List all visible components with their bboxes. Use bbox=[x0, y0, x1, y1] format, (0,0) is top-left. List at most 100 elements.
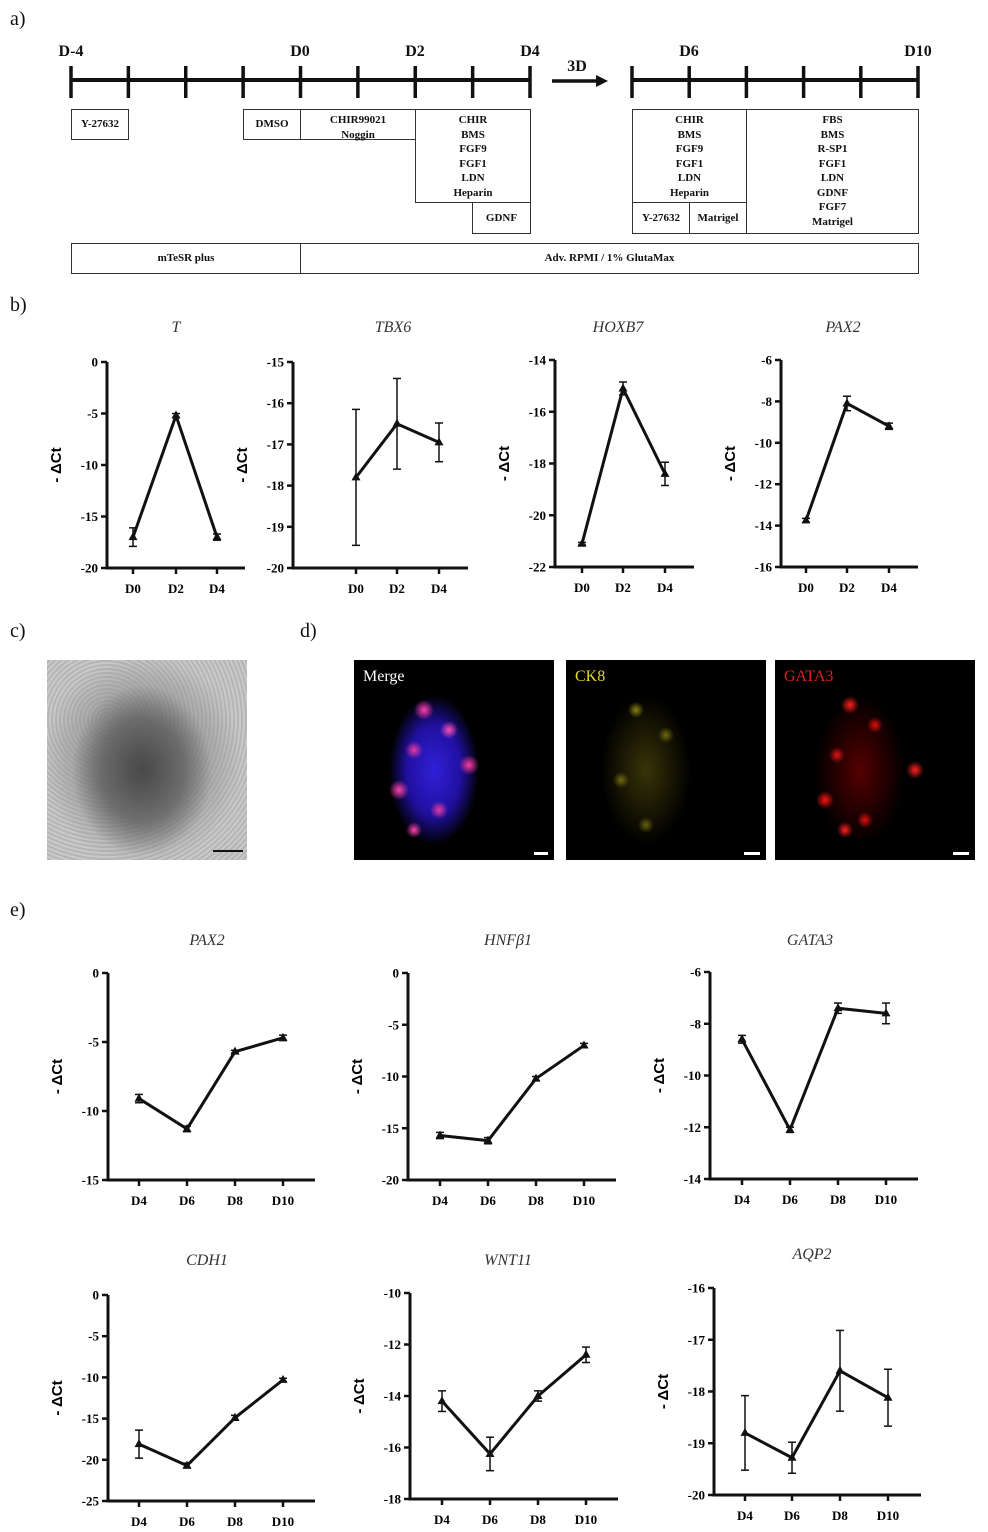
chart-title: PAX2 bbox=[824, 319, 860, 336]
panel-label-e: e) bbox=[10, 899, 26, 921]
x-tick-label: D4 bbox=[737, 1508, 753, 1523]
series-line bbox=[138, 1378, 284, 1468]
x-tick-label: D4 bbox=[431, 581, 447, 596]
y-tick-label: -15 bbox=[382, 1121, 400, 1136]
x-tick-label: D10 bbox=[272, 1193, 294, 1208]
reagent-label: Noggin bbox=[341, 128, 375, 141]
y-axis-label: - ΔCt bbox=[651, 1058, 668, 1093]
data-point bbox=[533, 1391, 543, 1399]
series-line bbox=[804, 401, 890, 521]
y-axis-label: - ΔCt bbox=[349, 1059, 366, 1094]
data-point bbox=[531, 1073, 541, 1082]
series-line bbox=[744, 1368, 889, 1460]
reagent-label: CHIR bbox=[675, 114, 704, 126]
chart-aqp2: AQP2 - ΔCt -16 -17 -18 -19 -20 D4 D6 D8 D10 bbox=[655, 1246, 921, 1523]
reagent-box-stage3: CHIR BMS FGF9 FGF1 LDN Heparin bbox=[632, 109, 747, 203]
x-tick-label: D2 bbox=[168, 581, 184, 596]
reagent-label: FBS bbox=[822, 114, 843, 126]
y-tick-label: -10 bbox=[755, 435, 772, 450]
x-tick-label: D6 bbox=[784, 1508, 800, 1523]
x-tick-label: D2 bbox=[839, 580, 855, 595]
data-point bbox=[392, 418, 402, 427]
chart-wnt11: WNT11 - ΔCt -10 -12 -14 -16 -18 D4 D6 D8 D10 bbox=[351, 1252, 618, 1527]
data-point bbox=[230, 1412, 240, 1421]
x-tick-label: D4 bbox=[734, 1192, 750, 1207]
data-point bbox=[230, 1046, 240, 1055]
y-tick-label: -16 bbox=[529, 404, 547, 419]
y-tick-label: 0 bbox=[93, 1288, 100, 1303]
reagent-label: Y-27632 bbox=[80, 118, 120, 131]
y-tick-label: -16 bbox=[384, 1440, 402, 1455]
panel-label-c: c) bbox=[10, 620, 26, 642]
arrow-head-icon bbox=[596, 75, 608, 87]
y-tick-label: -10 bbox=[82, 1104, 99, 1119]
data-point bbox=[485, 1448, 495, 1457]
y-tick-label: -25 bbox=[82, 1494, 100, 1509]
data-point bbox=[435, 1130, 445, 1139]
y-tick-label: -16 bbox=[267, 396, 285, 411]
x-tick-label: D6 bbox=[179, 1514, 195, 1529]
day-label-d4: D4 bbox=[520, 43, 540, 60]
y-tick-label: -10 bbox=[382, 1069, 399, 1084]
y-tick-label: -16 bbox=[688, 1281, 706, 1296]
x-tick-label: D0 bbox=[348, 581, 364, 596]
x-tick-label: D6 bbox=[782, 1192, 798, 1207]
reagent-label: LDN bbox=[677, 172, 702, 184]
chart-gata3: GATA3 - ΔCt -6 -8 -10 -12 -14 D4 D6 D8 D10 bbox=[651, 932, 918, 1207]
chart-hoxb7: HOXB7 - ΔCt -14 -16 -18 -20 -22 D0 D2 D4 bbox=[496, 319, 694, 595]
y-tick-label: -15 bbox=[82, 1411, 100, 1426]
y-tick-label: -20 bbox=[81, 561, 98, 576]
x-tick-label: D4 bbox=[657, 580, 673, 595]
data-point bbox=[737, 1034, 747, 1043]
timeline-axis bbox=[69, 66, 920, 98]
y-tick-label: -5 bbox=[88, 1035, 99, 1050]
reagent-label: BMS bbox=[461, 128, 485, 141]
series-line bbox=[131, 410, 219, 538]
reagent-box-matrigel: Matrigel bbox=[689, 202, 747, 234]
series-line bbox=[580, 384, 667, 545]
x-tick-label: D10 bbox=[272, 1514, 294, 1529]
reagent-label: Heparin bbox=[669, 186, 710, 199]
y-tick-label: -10 bbox=[384, 1286, 401, 1301]
data-point bbox=[787, 1452, 797, 1461]
reagent-label: BMS bbox=[820, 128, 845, 141]
data-point bbox=[577, 538, 587, 547]
data-point bbox=[212, 532, 222, 541]
data-point bbox=[134, 1093, 144, 1102]
reagent-box-stage2: CHIR BMS FGF9 FGF1 LDN Heparin bbox=[415, 109, 531, 203]
series-line bbox=[440, 1353, 587, 1457]
reagent-box-chir-noggin: CHIR99021 Noggin bbox=[300, 109, 416, 141]
data-point bbox=[579, 1040, 589, 1049]
y-axis-label: - ΔCt bbox=[722, 446, 739, 481]
x-tick-label: D4 bbox=[432, 1193, 448, 1208]
reagent-label: GDNF bbox=[816, 186, 849, 199]
data-point bbox=[884, 421, 894, 430]
data-point bbox=[134, 1439, 144, 1448]
data-point bbox=[833, 1003, 843, 1012]
day-label-d10: D10 bbox=[904, 43, 932, 60]
data-point bbox=[881, 1008, 891, 1017]
data-point bbox=[171, 410, 181, 419]
reagent-label: FGF7 bbox=[818, 201, 847, 213]
chart-pax2: PAX2 - ΔCt 0 -5 -10 -15 D4 D6 D8 D10 bbox=[49, 932, 315, 1208]
series-line bbox=[439, 1044, 585, 1143]
y-tick-label: -14 bbox=[384, 1389, 402, 1404]
chart-title: HNFβ1 bbox=[483, 932, 532, 949]
chart-pax2: PAX2 - ΔCt -6 -8 -10 -12 -14 -16 D0 D2 D4 bbox=[722, 319, 918, 595]
day-label-d-4: D-4 bbox=[58, 43, 84, 60]
data-point bbox=[182, 1460, 192, 1469]
x-tick-label: D4 bbox=[434, 1512, 450, 1527]
x-tick-label: D2 bbox=[389, 581, 405, 596]
chart-title: GATA3 bbox=[787, 932, 833, 949]
y-tick-label: -10 bbox=[81, 458, 98, 473]
data-point bbox=[278, 1032, 288, 1041]
data-point bbox=[842, 398, 852, 407]
data-point bbox=[801, 515, 811, 524]
data-point bbox=[182, 1123, 192, 1132]
data-point bbox=[740, 1427, 750, 1436]
y-tick-label: -20 bbox=[529, 508, 546, 523]
y-tick-label: 0 bbox=[93, 966, 100, 981]
y-tick-label: -5 bbox=[87, 406, 98, 421]
y-tick-label: -6 bbox=[690, 965, 701, 980]
data-point bbox=[618, 383, 628, 392]
